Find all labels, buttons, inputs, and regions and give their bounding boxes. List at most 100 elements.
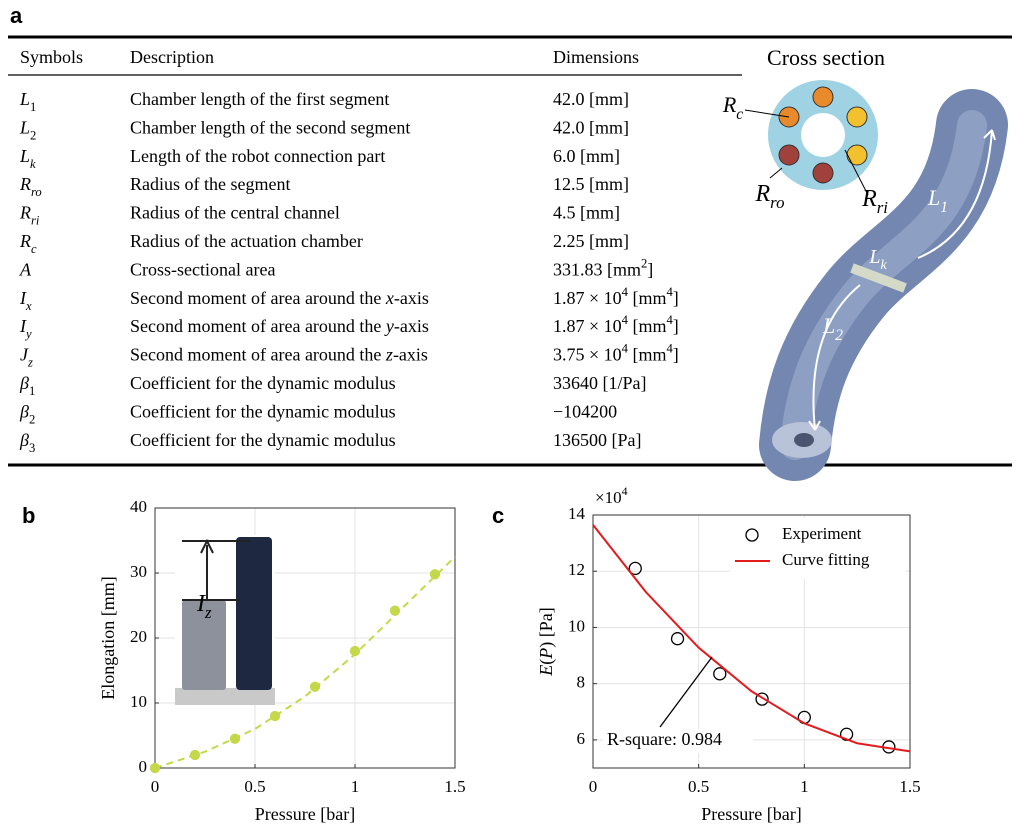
text-run: I xyxy=(19,288,27,308)
data-point xyxy=(429,569,441,580)
table-cell: 42.0 [mm] xyxy=(553,89,629,109)
text-run: β xyxy=(19,402,29,422)
table-cell: Lk xyxy=(19,146,36,171)
text-run: 1 xyxy=(940,199,948,216)
text-run: L xyxy=(868,246,880,268)
table-cell: 42.0 [mm] xyxy=(553,118,629,138)
table-cell: Rro xyxy=(19,174,42,199)
text-run: 2 xyxy=(29,412,35,426)
text-run: R xyxy=(19,203,31,223)
text-run: 3.75 × 10 xyxy=(553,345,622,365)
column-header: Dimensions xyxy=(553,47,639,67)
y-axis-label: Elongation [mm] xyxy=(98,576,118,699)
text-run: Coefficient for the dynamic modulus xyxy=(130,402,396,422)
text-run: 3 xyxy=(29,441,35,455)
text-run: R xyxy=(19,174,31,194)
text-run: [mm xyxy=(628,316,667,336)
text-run: I xyxy=(19,316,27,336)
text-run: 4 xyxy=(622,341,629,355)
inset-arrow xyxy=(182,538,250,601)
text-run: R xyxy=(755,181,771,207)
y-tick-label: 10 xyxy=(130,692,147,711)
text-run: ri xyxy=(877,198,889,217)
photo-base xyxy=(175,688,275,705)
panel-label: c xyxy=(492,503,504,528)
table-cell: Coefficient for the dynamic modulus xyxy=(130,430,396,450)
text-run: 2 xyxy=(835,327,843,344)
table-cell: Length of the robot connection part xyxy=(130,146,385,166)
table-cell: A xyxy=(19,260,32,280)
text-run: 6.0 [mm] xyxy=(553,146,620,166)
text-run: L xyxy=(927,185,940,210)
text-run: R xyxy=(722,92,737,117)
text-run: E xyxy=(536,665,556,677)
figure-label: Lk xyxy=(868,246,887,273)
table-cell: β2 xyxy=(19,402,35,427)
text-run: [mm xyxy=(628,288,667,308)
legend-label: Curve fitting xyxy=(782,550,870,569)
text-run: 4 xyxy=(622,285,629,299)
y-tick-label: 30 xyxy=(130,562,147,581)
table-cell: L2 xyxy=(19,118,36,143)
text-run: Radius of the actuation chamber xyxy=(130,231,363,251)
table-cell: β3 xyxy=(19,430,35,455)
series-line xyxy=(592,524,911,753)
text-run: 1.87 × 10 xyxy=(553,288,622,308)
y-tick-label: 20 xyxy=(130,627,147,646)
table-cell: L1 xyxy=(19,89,36,114)
figure-label: L2 xyxy=(822,313,843,344)
text-run: c xyxy=(736,106,743,123)
text-run: Coefficient for the dynamic modulus xyxy=(130,430,396,450)
text-run: A xyxy=(19,260,32,280)
table-cell: Radius of the actuation chamber xyxy=(130,231,363,251)
text-run: L xyxy=(19,146,30,166)
text-run: 1 xyxy=(30,100,36,114)
text-run: 2.25 [mm] xyxy=(553,231,629,251)
text-run: L xyxy=(19,89,30,109)
text-run: -axis xyxy=(394,288,429,308)
y-axis-label: E(P) [Pa] xyxy=(536,607,557,676)
figure-label: Rri xyxy=(861,186,888,218)
text-run: 4.5 [mm] xyxy=(553,203,620,223)
text-run: Chamber length of the second segment xyxy=(130,118,410,138)
text-run: 4 xyxy=(622,313,629,327)
text-run: y xyxy=(384,316,394,336)
table-cell: 4.5 [mm] xyxy=(553,203,620,223)
text-run: β xyxy=(19,373,29,393)
text-run: c xyxy=(31,242,37,256)
text-run: -axis xyxy=(394,316,429,336)
text-run: P xyxy=(536,648,556,660)
legend-box xyxy=(729,517,906,579)
y-tick-label: 8 xyxy=(577,673,586,692)
table-cell: −104200 xyxy=(553,402,617,422)
annotation-leader xyxy=(659,656,713,728)
text-run: 2 xyxy=(641,256,647,270)
text-run: -axis xyxy=(393,345,428,365)
text-run: ri xyxy=(31,213,40,227)
text-run: R xyxy=(861,186,877,212)
x-tick-label: 0 xyxy=(151,777,160,796)
y-tick-label: 6 xyxy=(577,729,586,748)
data-point xyxy=(389,605,401,616)
text-run: Second moment of area around the xyxy=(130,345,386,365)
text-run: k xyxy=(30,157,36,171)
text-run: z xyxy=(27,355,33,369)
text-run: 1.87 × 10 xyxy=(553,316,622,336)
y-tick-label: 0 xyxy=(139,757,148,776)
text-run: 136500 [Pa] xyxy=(553,430,642,450)
table-cell: Chamber length of the second segment xyxy=(130,118,410,138)
table-cell: Second moment of area around the z-axis xyxy=(130,345,428,365)
text-run: L xyxy=(822,313,835,338)
table-cell: 3.75 × 104 [mm4] xyxy=(553,341,679,364)
table-cell: Coefficient for the dynamic modulus xyxy=(130,373,396,393)
short-segment xyxy=(182,600,226,690)
text-run: I xyxy=(196,591,206,617)
text-run: 4 xyxy=(666,285,673,299)
y-tick-label: 14 xyxy=(568,504,586,523)
text-run: 42.0 [mm] xyxy=(553,89,629,109)
table-cell: β1 xyxy=(19,373,35,398)
text-run: ro xyxy=(770,193,784,212)
panel-label: b xyxy=(22,503,35,528)
text-run: Cross-sectional area xyxy=(130,260,275,280)
